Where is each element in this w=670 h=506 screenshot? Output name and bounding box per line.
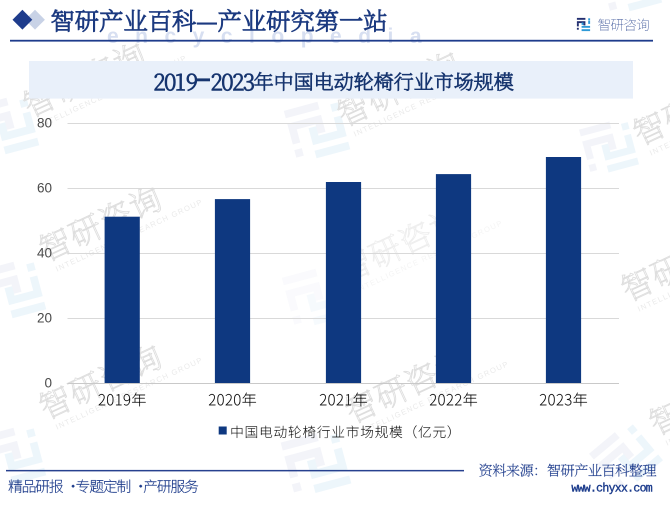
svg-text:encyclopedia: encyclopedia [107,25,438,48]
svg-text:20: 20 [37,311,52,326]
svg-text:0: 0 [44,376,52,391]
svg-text:80: 80 [37,116,52,131]
svg-text:www.chyxx.com: www.chyxx.com [571,483,652,496]
svg-text:40: 40 [37,246,52,261]
svg-text:60: 60 [37,181,52,196]
